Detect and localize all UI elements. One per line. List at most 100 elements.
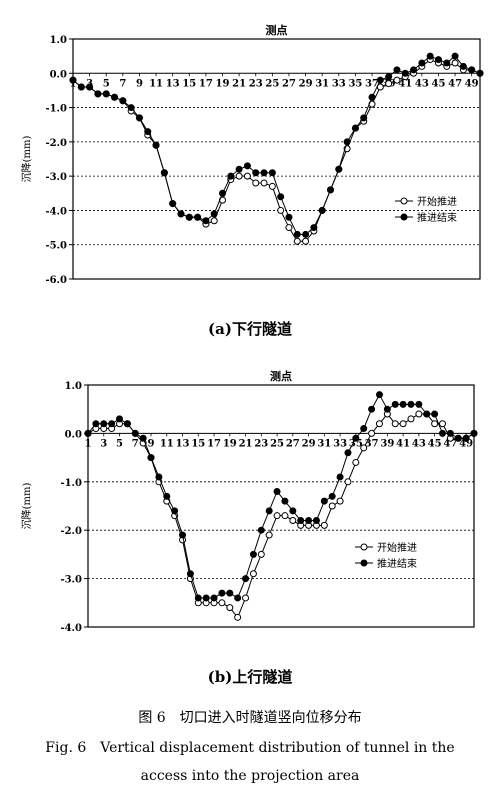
data-point-end: [108, 420, 116, 428]
y-tick-label: -6.0: [45, 275, 67, 286]
y-tick-label: -4.0: [45, 206, 67, 217]
x-tick-label: 23: [249, 78, 263, 89]
data-point-end: [135, 114, 143, 122]
data-point-end: [343, 138, 351, 146]
data-point-end: [227, 172, 235, 180]
data-point-end: [277, 193, 285, 201]
data-point-start: [277, 206, 285, 214]
data-point-end: [360, 114, 368, 122]
y-tick-label: 0.0: [50, 69, 67, 80]
data-point-start: [302, 237, 310, 245]
data-point-end: [152, 141, 160, 149]
x-tick-label: 45: [428, 438, 442, 449]
data-point-end: [293, 230, 301, 238]
chart-b-upline-tunnel: 测点 1.0 0.0 -1.0 -2.0 -3.0 -4.0 1 3 5 7 9 11 13 15 17 19 2…: [0, 368, 500, 650]
data-point-end: [476, 69, 484, 77]
data-point-start: [438, 420, 446, 428]
data-point-start: [415, 410, 423, 418]
data-point-end: [459, 62, 467, 70]
data-point-end: [431, 410, 439, 418]
x-tick-label: 27: [286, 438, 300, 449]
plot-frame: [87, 384, 475, 628]
data-point-end: [94, 90, 102, 98]
data-point-end: [235, 165, 243, 173]
legend-marker: [360, 543, 368, 551]
x-tick-label: 11: [160, 438, 174, 449]
figure-caption-chinese: 图 6 切口进入时隧道竖向位移分布: [138, 710, 362, 726]
x-tick-label: 25: [270, 438, 284, 449]
data-point-end: [326, 186, 334, 194]
x-tick-label: 21: [232, 78, 246, 89]
data-point-end: [273, 487, 281, 495]
data-point-end: [194, 594, 202, 602]
data-point-end: [385, 73, 393, 81]
data-point-end: [360, 425, 368, 433]
data-point-end: [202, 594, 210, 602]
y-tick-label: 1.0: [65, 381, 82, 392]
data-point-start: [352, 458, 360, 466]
x-tick-label: 1: [85, 438, 92, 449]
data-point-end: [202, 217, 210, 225]
data-point-end: [462, 434, 470, 442]
x-tick-label: 25: [265, 78, 279, 89]
x-tick-label: 19: [216, 78, 230, 89]
data-point-end: [84, 429, 92, 437]
data-point-end: [147, 454, 155, 462]
data-point-end: [454, 434, 462, 442]
x-tick-label: 7: [132, 438, 139, 449]
data-point-start: [260, 179, 268, 187]
x-tick-label: 33: [332, 78, 346, 89]
x-tick-label: 5: [116, 438, 123, 449]
x-tick-label: 49: [465, 78, 479, 89]
data-point-end: [376, 76, 384, 84]
y-tick-label: -1.0: [60, 478, 82, 489]
x-tick-label: 3: [100, 438, 107, 449]
y-tick-label: -1.0: [45, 104, 67, 115]
x-tick-label: 41: [398, 78, 412, 89]
chart-a-svg: 测点1.00.0-1.0-2.0-3.0-4.0-5.0-6.013579111…: [20, 23, 484, 286]
data-point-end: [100, 420, 108, 428]
data-point-end: [252, 169, 260, 177]
data-point-end: [281, 497, 289, 505]
y-tick-label: -2.0: [45, 138, 67, 149]
data-point-end: [139, 434, 147, 442]
x-tick-label: 43: [415, 78, 429, 89]
x-tick-label: 37: [365, 78, 379, 89]
data-point-start: [336, 497, 344, 505]
data-point-end: [268, 169, 276, 177]
x-tick-label: 23: [254, 438, 268, 449]
data-point-end: [77, 83, 85, 91]
data-point-end: [418, 59, 426, 67]
y-axis-label: 沉降(mm): [20, 483, 33, 530]
data-point-start: [293, 237, 301, 245]
data-point-end: [434, 56, 442, 64]
data-point-end: [401, 69, 409, 77]
x-tick-label: 31: [315, 78, 329, 89]
y-axis-label: 沉降(mm): [20, 136, 33, 183]
data-point-end: [257, 526, 265, 534]
data-point-end: [407, 400, 415, 408]
data-point-end: [320, 497, 328, 505]
data-point-end: [289, 507, 297, 515]
data-point-start: [265, 531, 273, 539]
chart-b-svg: 测点1.00.0-1.0-2.0-3.0-4.01 3 5 7 9 11 13 15 17 19 2…: [20, 369, 478, 634]
data-point-start: [268, 182, 276, 190]
y-tick-label: -2.0: [60, 526, 82, 537]
data-point-end: [179, 531, 187, 539]
x-tick-label: 33: [333, 438, 347, 449]
data-point-end: [144, 128, 152, 136]
x-tick-label: 49: [459, 438, 473, 449]
data-point-end: [446, 429, 454, 437]
data-point-start: [391, 420, 399, 428]
data-point-end: [318, 206, 326, 214]
data-point-end: [297, 517, 305, 525]
data-point-end: [234, 594, 242, 602]
data-point-end: [226, 589, 234, 597]
data-point-end: [305, 517, 313, 525]
chart-b-subtitle: (b)上行隧道: [207, 668, 293, 686]
x-tick-label: 21: [239, 438, 253, 449]
legend-label: 开始推进: [417, 195, 457, 208]
data-point-start: [243, 172, 251, 180]
data-point-start: [273, 512, 281, 520]
x-tick-label: 47: [443, 438, 457, 449]
